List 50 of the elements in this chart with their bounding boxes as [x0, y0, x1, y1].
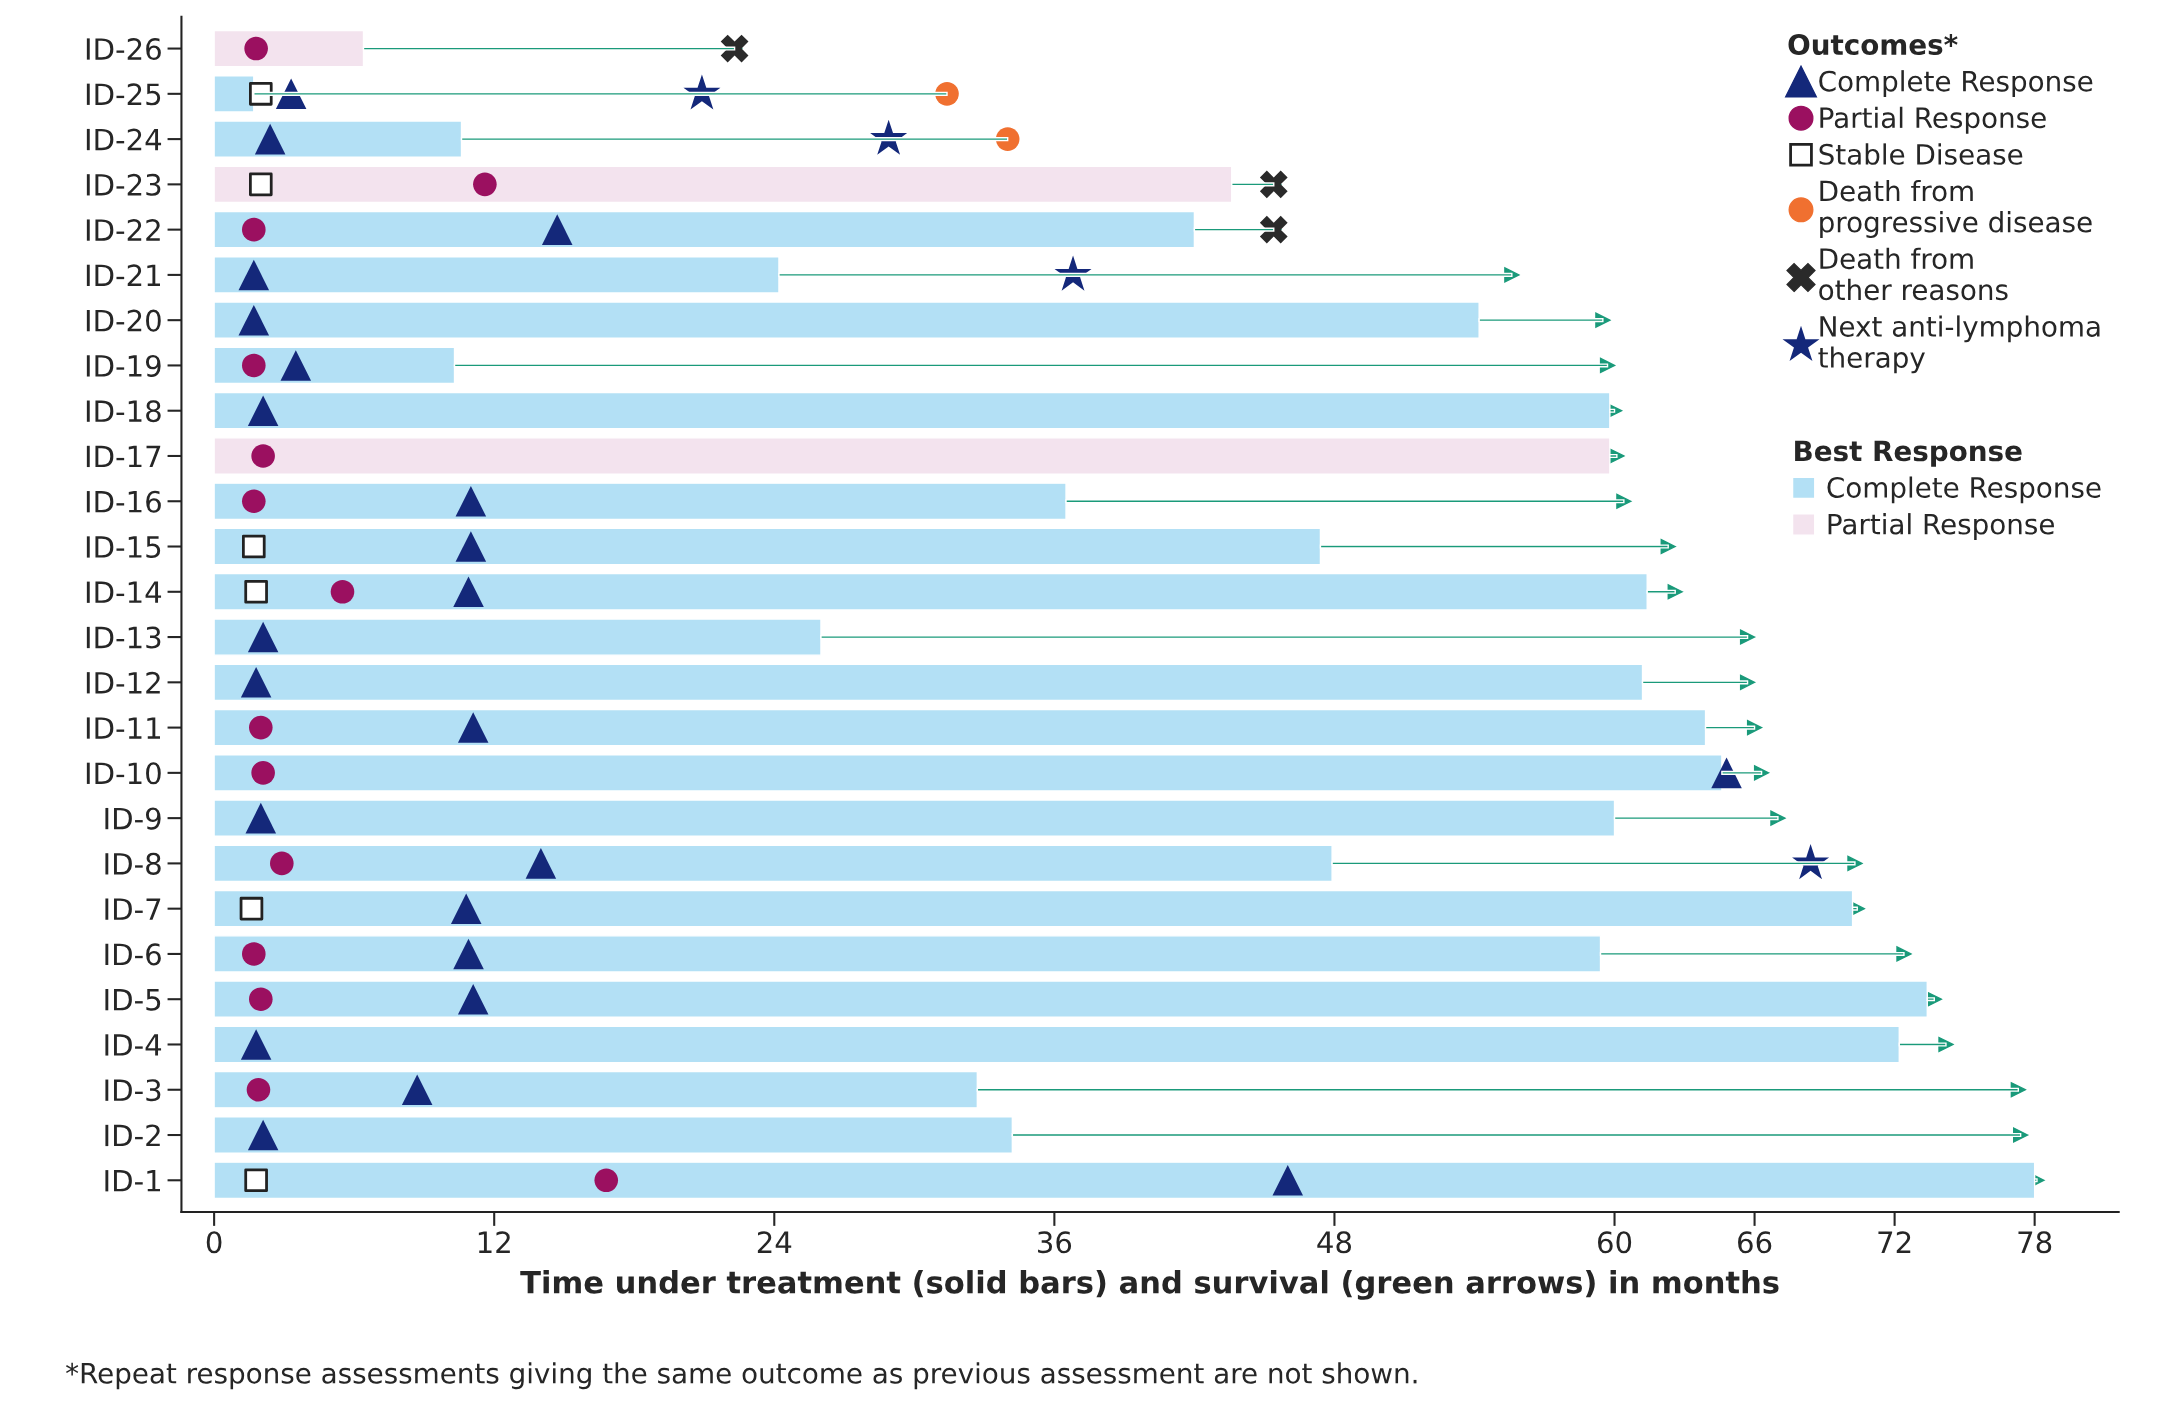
- y-tick-label: ID-22: [86, 219, 160, 241]
- y-tick-label: ID-10: [86, 762, 161, 785]
- bar: [213, 1161, 2036, 1200]
- y-tick-label: ID-11: [86, 717, 160, 739]
- x-tick-label: 0: [206, 1231, 222, 1254]
- y-tick-label: ID-8: [105, 852, 161, 875]
- y-tick-label: ID-21: [86, 264, 160, 286]
- y-tick-label: ID-3: [105, 1079, 161, 1102]
- legend-label: Next anti-lymphoma therapy: [1818, 315, 2100, 374]
- bar: [213, 391, 1611, 430]
- x-tick-label: 60: [1598, 1231, 1632, 1254]
- y-tick-label: ID-15: [86, 536, 161, 559]
- x-tick-label: 72: [1878, 1231, 1911, 1253]
- x-tick-label: 78: [2018, 1231, 2052, 1254]
- y-tick-label: ID-23: [86, 173, 161, 196]
- x-tick-label: 36: [1038, 1231, 1072, 1254]
- x-tick-label: 12: [478, 1231, 510, 1253]
- y-tick-label: ID-7: [105, 898, 161, 920]
- y-tick-label: ID-16: [86, 490, 161, 513]
- x-tick-label: 66: [1738, 1231, 1772, 1254]
- y-tick-label: ID-20: [86, 309, 161, 332]
- y-tick-label: ID-14: [86, 581, 162, 603]
- x-axis-title: Time under treatment (solid bars) and survival (green arrows) in months: [520, 1270, 1779, 1300]
- text: Outcomes*: [1788, 34, 1958, 56]
- legend-label: Stable Disease: [1819, 143, 2023, 165]
- x-tick-label: 24: [757, 1231, 792, 1253]
- y-tick-label: ID-2: [105, 1124, 160, 1147]
- y-tick-label: ID-17: [86, 445, 161, 468]
- y-tick-label: ID-5: [105, 989, 161, 1011]
- y-tick-label: ID-26: [86, 37, 161, 61]
- y-tick-label: ID-12: [86, 671, 160, 694]
- y-tick-label: ID-19: [86, 354, 161, 377]
- y-tick-label: ID-9: [105, 807, 161, 830]
- legend-label: Partial Response: [1828, 513, 2054, 540]
- y-tick-label: ID-18: [86, 400, 161, 423]
- text: Best Response: [1795, 440, 2022, 467]
- y-tick-label: ID-24: [86, 128, 162, 151]
- legend-label: Death from other reasons: [1819, 247, 2008, 301]
- legend-label: Partial Response: [1820, 106, 2046, 134]
- y-tick-label: ID-13: [86, 626, 161, 649]
- legend-label: Complete Response: [1819, 70, 2093, 98]
- legend-label: Death from progressive disease: [1820, 179, 2092, 238]
- y-tick-label: ID-6: [105, 943, 161, 966]
- bar: [213, 889, 1854, 928]
- x-tick-label: 48: [1317, 1231, 1352, 1254]
- y-tick-label: ID-1: [105, 1170, 160, 1192]
- y-tick-label: ID-25: [86, 83, 161, 106]
- text: *Repeat response assessments giving the same outcome as previous assessment are not shown.: [66, 1362, 1417, 1390]
- y-tick-label: ID-4: [105, 1034, 162, 1056]
- legend-label: Complete Response: [1827, 476, 2101, 504]
